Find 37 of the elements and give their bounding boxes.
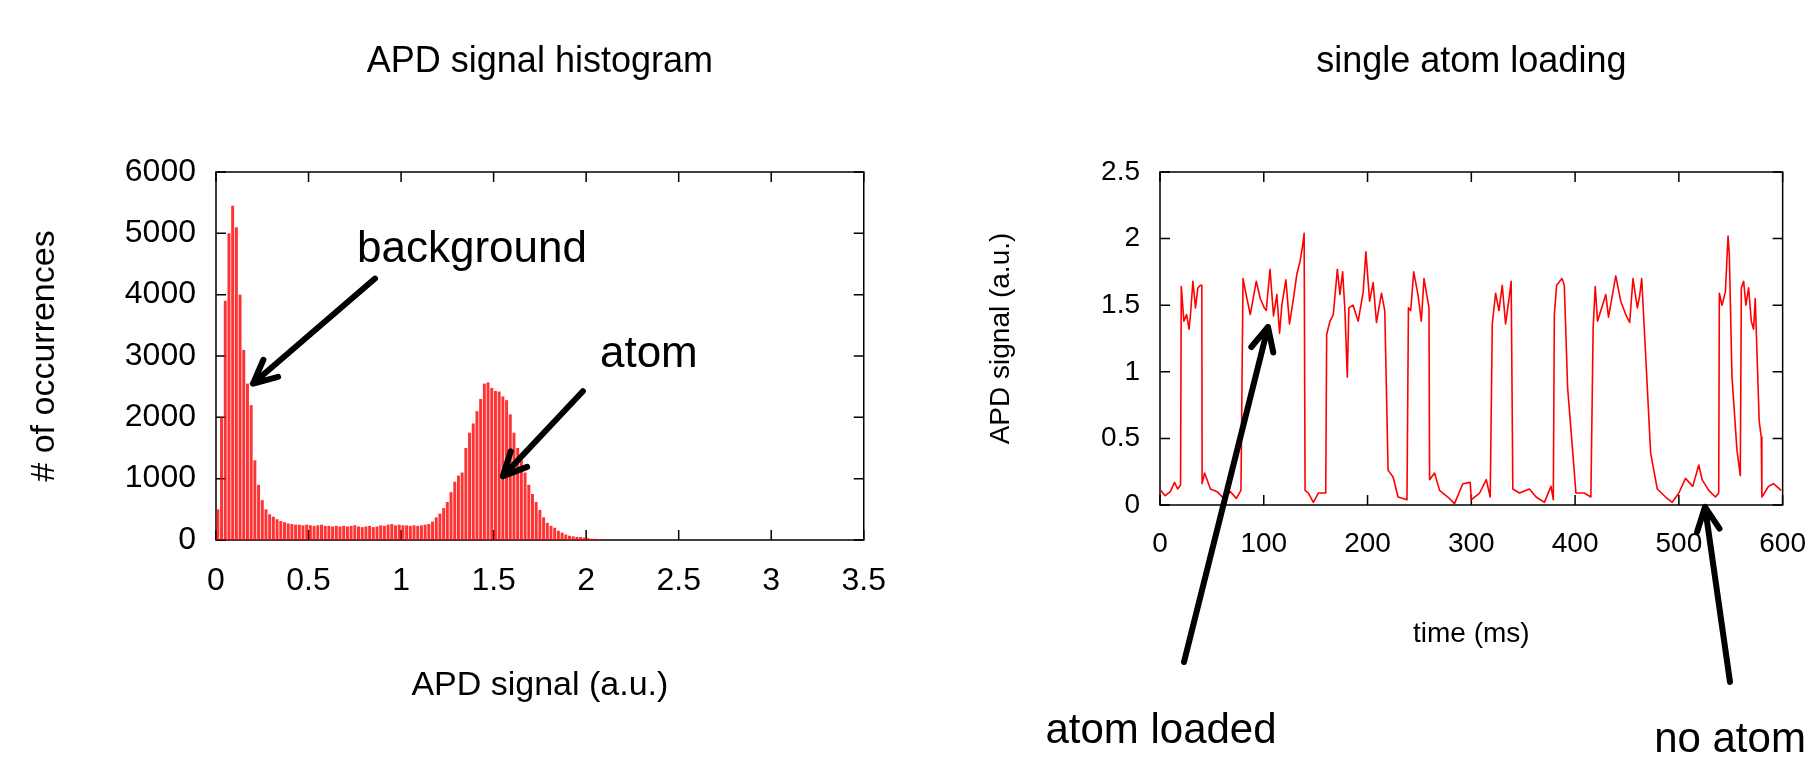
annotation: background: [357, 221, 587, 271]
x-tick-label: 1.5: [471, 561, 516, 598]
text: no atom: [1654, 714, 1806, 761]
x-tick-label: 0: [207, 561, 225, 598]
x-tick-label: 2.5: [656, 561, 701, 598]
y-tick-label: 3000: [124, 335, 196, 372]
y-tick-label: 0.5: [1101, 421, 1140, 453]
y-tick-label: 0: [1124, 487, 1140, 519]
x-tick-label: 100: [1240, 526, 1288, 558]
y-axis-title: # of occurrences: [22, 230, 61, 482]
y-axis-title: APD signal (a.u.): [983, 232, 1015, 445]
y-tick-label: 1.5: [1101, 287, 1140, 319]
x-axis-title: APD signal (a.u.): [411, 663, 669, 702]
y-tick-label: 2: [1124, 221, 1140, 253]
x-tick-label: 2: [577, 561, 596, 598]
chart-title: single atom loading: [1316, 39, 1627, 80]
x-tick-label: 500: [1655, 526, 1703, 558]
y-tick-label: 1: [1124, 354, 1140, 386]
y-tick-label: 2.5: [1101, 154, 1140, 186]
x-tick-label: 3.5: [841, 561, 886, 598]
y-tick-label: 2000: [124, 397, 196, 434]
x-tick-label: 600: [1759, 526, 1806, 558]
x-tick-label: 0.5: [286, 561, 331, 598]
chart-title: APD signal histogram: [366, 39, 713, 80]
y-tick-label: 6000: [124, 151, 196, 188]
x-tick-label: 3: [762, 561, 781, 598]
x-tick-label: 200: [1344, 526, 1391, 558]
x-tick-label: 400: [1551, 526, 1599, 558]
x-tick-label: 300: [1447, 526, 1495, 558]
y-tick-label: 4000: [124, 274, 196, 311]
annotation: atom: [599, 327, 698, 377]
text: atom loaded: [1045, 705, 1277, 752]
x-tick-label: 1: [392, 561, 410, 598]
y-tick-label: 5000: [124, 213, 196, 250]
x-tick-label: 0: [1152, 526, 1168, 558]
y-tick-label: 1000: [124, 458, 196, 495]
x-axis-title: time (ms): [1412, 616, 1530, 648]
